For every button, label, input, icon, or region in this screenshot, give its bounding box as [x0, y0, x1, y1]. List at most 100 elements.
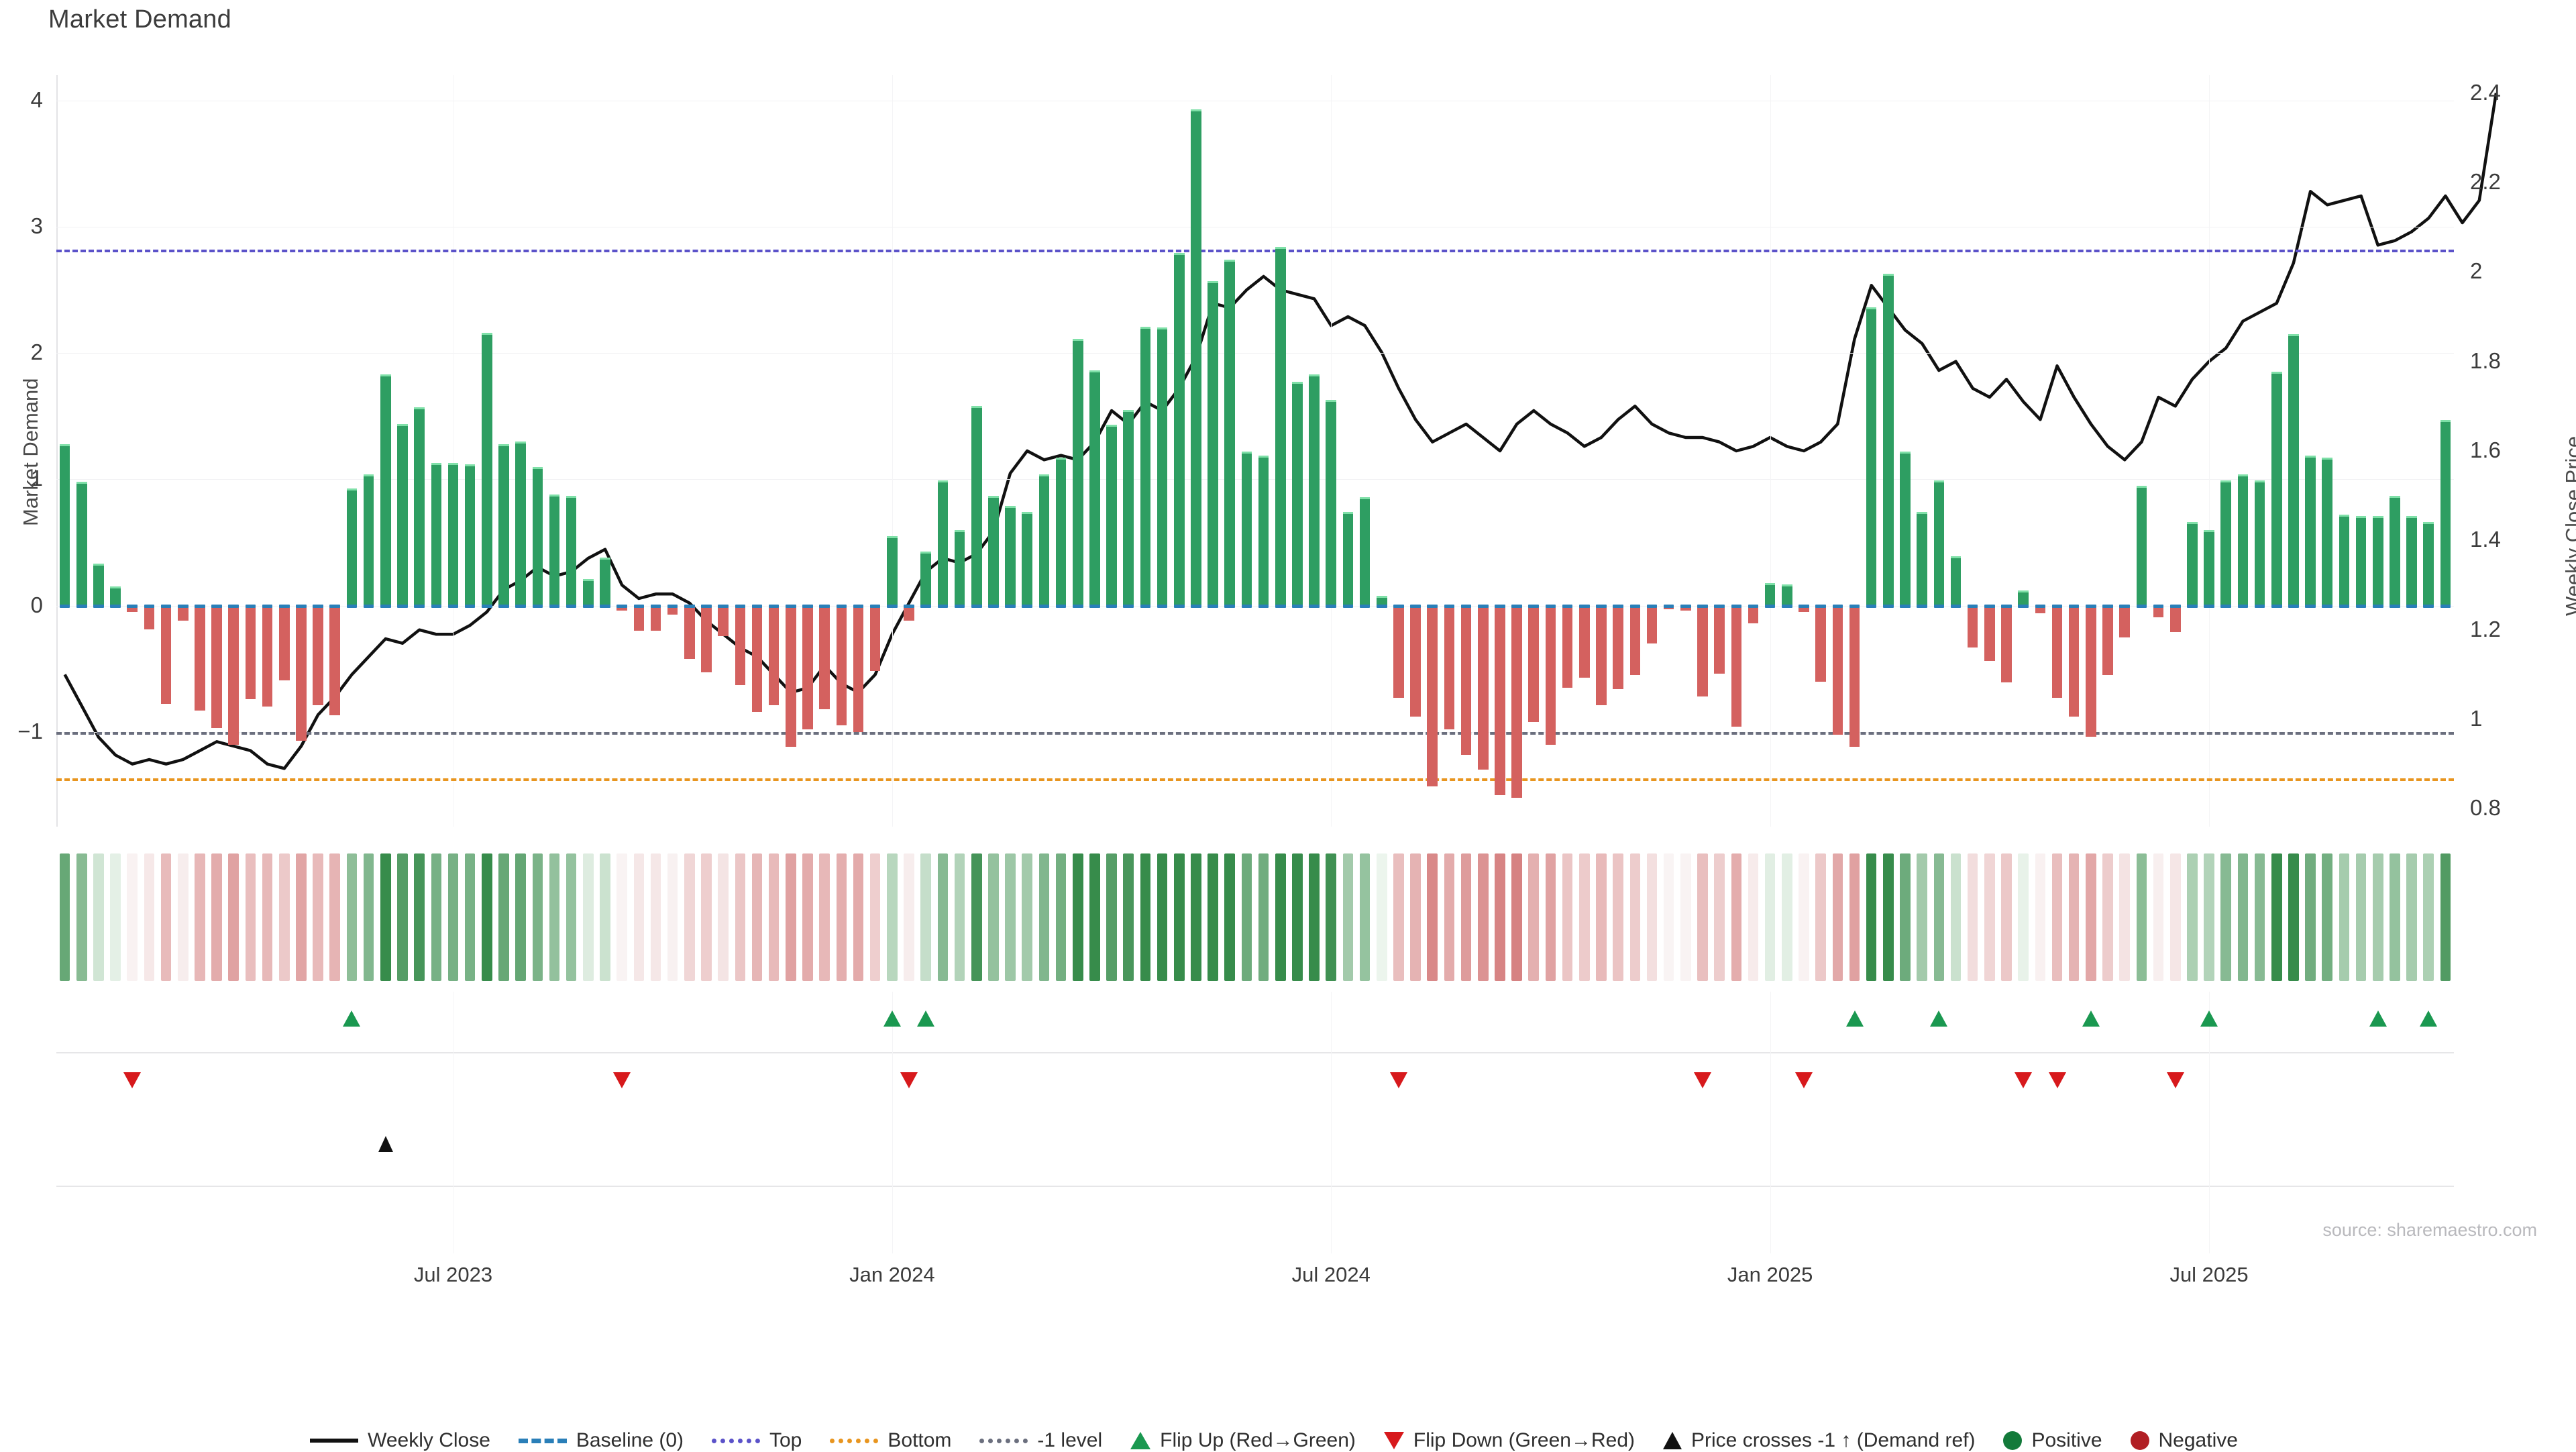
demand-bar [2423, 522, 2434, 606]
baseline-tick [1511, 604, 1522, 608]
heatmap-cell [836, 853, 847, 981]
y-axis-left-tick: 1 [30, 466, 43, 491]
heatmap-cell [296, 853, 307, 981]
y-axis-right-tick: 1.4 [2470, 527, 2501, 552]
baseline-tick [1748, 604, 1759, 608]
heatmap-cell [701, 853, 712, 981]
marker-vertical-gridline [892, 992, 893, 1253]
baseline-tick [2271, 604, 2282, 608]
demand-bar [954, 529, 965, 606]
baseline-tick [414, 604, 425, 608]
demand-bar [346, 488, 358, 606]
baseline-tick [2018, 604, 2029, 608]
baseline-tick [296, 604, 307, 608]
gridline [56, 605, 2454, 607]
demand-bar [853, 605, 864, 732]
demand-bar [431, 462, 442, 606]
y-axis-right-tick: 1 [2470, 706, 2483, 731]
triangle-down-icon [1383, 1432, 1404, 1449]
demand-bar [1123, 409, 1134, 606]
demand-bar [1309, 374, 1320, 606]
flip-up-marker-icon [1930, 1010, 1948, 1027]
demand-bar [1376, 595, 1387, 606]
baseline-tick [1123, 604, 1134, 608]
marker-vertical-gridline [1770, 992, 1771, 1253]
legend-item-bottom[interactable]: Bottom [830, 1429, 951, 1452]
demand-bar [1917, 512, 1927, 606]
heatmap-cell [346, 853, 358, 981]
baseline-tick [819, 604, 830, 608]
baseline-tick [1376, 604, 1387, 608]
legend-item-label: Bottom [888, 1429, 952, 1451]
demand-bar [1528, 605, 1540, 722]
heatmap-cell [1764, 853, 1776, 981]
heatmap-cell [1005, 853, 1016, 981]
demand-bar [1326, 399, 1337, 606]
demand-bar [1106, 425, 1117, 606]
demand-bar [2153, 605, 2164, 617]
heatmap-cell [616, 853, 627, 981]
baseline-tick [1799, 604, 1809, 608]
legend-item-top[interactable]: Top [712, 1429, 802, 1452]
baseline-tick [1191, 604, 1201, 608]
heatmap-cell [937, 853, 949, 981]
x-axis-tick-label: Jul 2025 [2169, 1263, 2249, 1286]
heatmap-cell [2153, 853, 2164, 981]
vertical-gridline [1770, 75, 1771, 827]
legend-item-positive[interactable]: Positive [2003, 1429, 2102, 1452]
demand-bar [988, 495, 999, 606]
triangle-up-black-icon [1663, 1432, 1682, 1449]
demand-bar [1815, 605, 1826, 682]
heatmap-cell [2390, 853, 2400, 981]
legend-item-flip-down[interactable]: Flip Down (Green→Red) [1383, 1429, 1635, 1452]
legend-item-minus-one-level[interactable]: -1 level [979, 1429, 1102, 1452]
baseline-tick [1883, 604, 1894, 608]
heatmap-cell [1697, 853, 1708, 981]
demand-bar [2237, 474, 2249, 606]
demand-bar [1157, 327, 1168, 606]
baseline-tick [59, 604, 70, 608]
baseline-tick [464, 604, 476, 608]
legend-item-weekly-close[interactable]: Weekly Close [310, 1429, 490, 1452]
heatmap-cell [1748, 853, 1759, 981]
baseline-tick [431, 604, 442, 608]
gridline [56, 353, 2454, 354]
demand-bar [633, 605, 645, 631]
demand-bar [2018, 590, 2029, 606]
heatmap-cell [887, 853, 898, 981]
heatmap-cell [549, 853, 560, 981]
legend-item-baseline[interactable]: Baseline (0) [518, 1429, 684, 1452]
marker-vertical-gridline [1331, 992, 1332, 1253]
baseline-tick [954, 604, 965, 608]
marker-vertical-gridline [2209, 992, 2210, 1253]
flip-up-marker-icon [2420, 1010, 2438, 1027]
demand-bar [144, 605, 155, 630]
heatmap-cell [1562, 853, 1573, 981]
baseline-tick [2169, 604, 2181, 608]
baseline-tick [633, 604, 645, 608]
demand-bar [1545, 605, 1556, 745]
heatmap-cell [768, 853, 780, 981]
baseline-tick [1782, 604, 1792, 608]
demand-bar [768, 605, 780, 706]
legend-item-price-cross[interactable]: Price crosses -1 ↑ (Demand ref) [1663, 1429, 1975, 1452]
demand-bar [1410, 605, 1421, 717]
line-dotted-icon [712, 1438, 760, 1443]
demand-bar [1731, 605, 1742, 727]
baseline-tick [228, 604, 239, 608]
heatmap-cell [1410, 853, 1421, 981]
demand-bar [1680, 605, 1691, 611]
baseline-tick [1697, 604, 1708, 608]
demand-bar [2271, 372, 2282, 606]
baseline-tick [684, 604, 695, 608]
heatmap-cell [127, 853, 138, 981]
demand-bar [566, 495, 577, 606]
legend-item-flip-up[interactable]: Flip Up (Red→Green) [1130, 1429, 1356, 1452]
legend-item-label: Top [769, 1429, 802, 1451]
heatmap-cell [2305, 853, 2316, 981]
demand-bar [1511, 605, 1522, 798]
heatmap-cell [1815, 853, 1826, 981]
heatmap-cell [2237, 853, 2249, 981]
legend-item-negative[interactable]: Negative [2130, 1429, 2238, 1452]
flip-down-marker-icon [2015, 1072, 2033, 1088]
